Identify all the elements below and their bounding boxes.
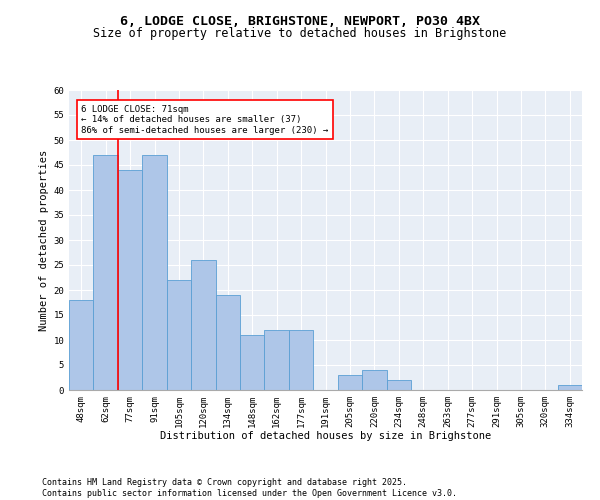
Bar [557,385,582,390]
Bar [289,330,313,390]
Bar [265,330,289,390]
Bar [94,155,118,390]
Bar [69,300,94,390]
X-axis label: Distribution of detached houses by size in Brighstone: Distribution of detached houses by size … [160,432,491,442]
Text: Size of property relative to detached houses in Brighstone: Size of property relative to detached ho… [94,28,506,40]
Bar [215,295,240,390]
Text: Contains HM Land Registry data © Crown copyright and database right 2025.
Contai: Contains HM Land Registry data © Crown c… [42,478,457,498]
Bar [362,370,386,390]
Y-axis label: Number of detached properties: Number of detached properties [39,150,49,330]
Bar [338,375,362,390]
Bar [118,170,142,390]
Text: 6 LODGE CLOSE: 71sqm
← 14% of detached houses are smaller (37)
86% of semi-detac: 6 LODGE CLOSE: 71sqm ← 14% of detached h… [81,105,328,135]
Bar [240,335,265,390]
Bar [142,155,167,390]
Bar [191,260,215,390]
Text: 6, LODGE CLOSE, BRIGHSTONE, NEWPORT, PO30 4BX: 6, LODGE CLOSE, BRIGHSTONE, NEWPORT, PO3… [120,15,480,28]
Bar [386,380,411,390]
Bar [167,280,191,390]
